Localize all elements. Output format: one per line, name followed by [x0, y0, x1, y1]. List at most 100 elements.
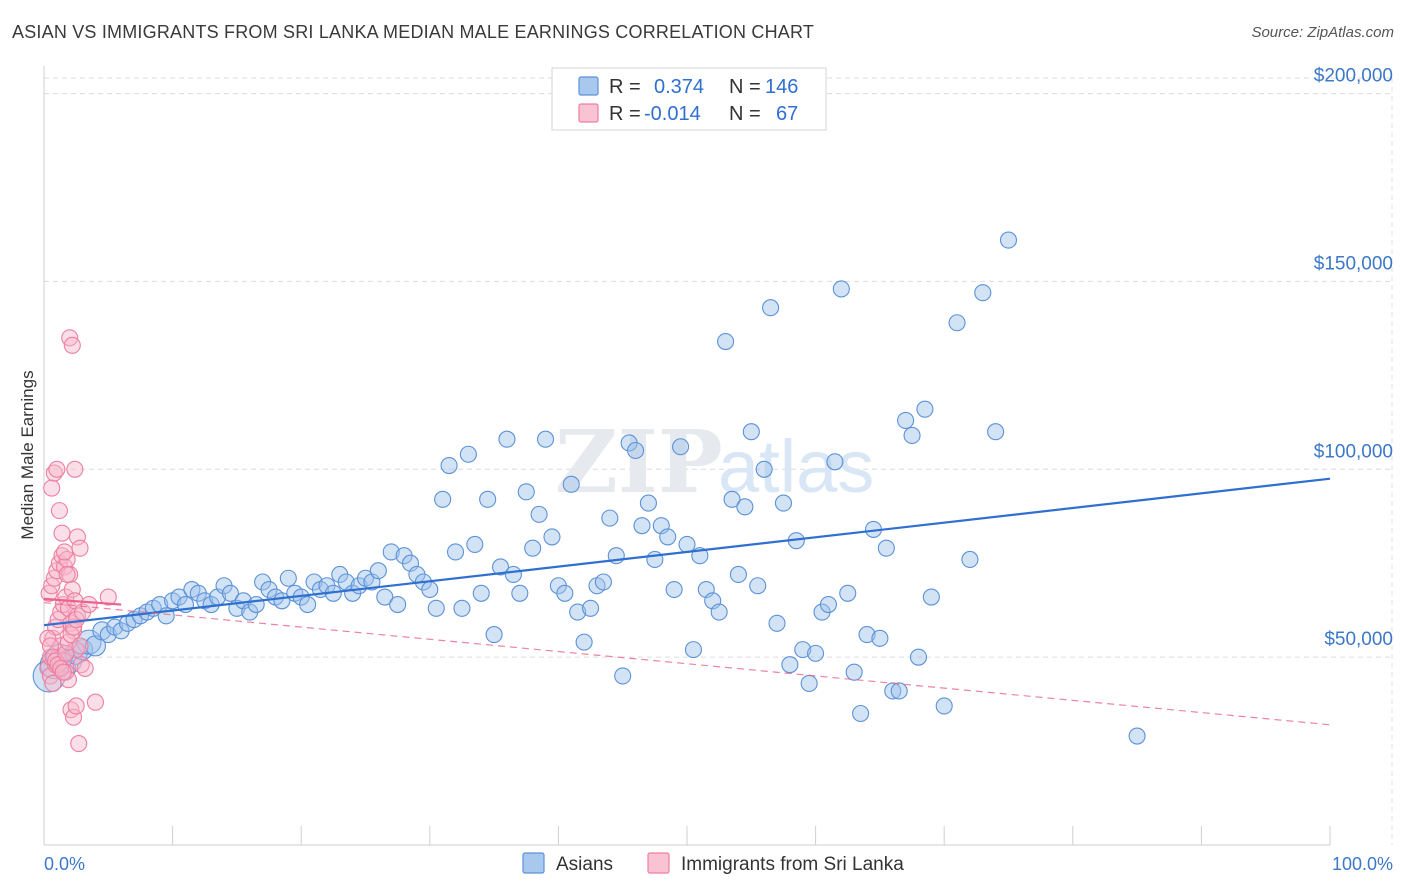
series-asians: [32, 231, 1146, 745]
data-point: [832, 280, 850, 298]
data-point: [53, 524, 71, 542]
data-point: [63, 580, 81, 599]
data-point: [794, 641, 812, 659]
data-point: [742, 423, 760, 441]
data-point: [729, 565, 747, 584]
data-point: [665, 580, 683, 599]
data-point: [63, 336, 81, 354]
data-point: [736, 498, 754, 516]
data-point: [909, 648, 928, 666]
chart-title: ASIAN VS IMMIGRANTS FROM SRI LANKA MEDIA…: [12, 22, 815, 42]
data-point: [80, 595, 98, 614]
legend-swatch-asians: [522, 852, 545, 874]
data-point: [491, 558, 510, 576]
data-point: [524, 539, 542, 557]
data-point: [581, 599, 600, 617]
data-point: [99, 588, 117, 606]
stats-legend: R = 0.374 N = 146 R = -0.014 N = 67: [551, 67, 827, 131]
data-point: [768, 614, 786, 632]
data-point: [65, 708, 83, 726]
data-point: [961, 550, 979, 569]
data-point: [57, 644, 75, 662]
stats-n-value-1: 146: [765, 76, 798, 98]
data-point: [672, 438, 690, 456]
data-point: [569, 603, 587, 621]
data-point: [774, 494, 793, 512]
data-point: [633, 517, 651, 535]
grid: [44, 77, 1394, 845]
axes: [43, 66, 1331, 846]
data-point: [646, 550, 664, 569]
data-point: [807, 644, 825, 662]
data-point: [466, 535, 484, 553]
data-point: [575, 633, 593, 651]
data-point: [717, 332, 735, 351]
data-point: [858, 626, 876, 644]
watermark: ZIP atlas: [555, 412, 874, 513]
data-point: [749, 577, 767, 595]
stats-swatch-asians: [578, 76, 599, 96]
data-point: [427, 599, 445, 617]
stats-swatch-sri-lanka: [578, 103, 599, 123]
data-point: [56, 543, 74, 561]
data-point: [70, 735, 88, 753]
data-point: [54, 663, 72, 681]
legend-label-asians: Asians: [556, 854, 613, 875]
data-point: [517, 483, 535, 501]
data-point: [659, 528, 677, 546]
data-point: [48, 460, 66, 478]
y-tick-labels: $50,000 $100,000 $150,000 $200,000: [1314, 66, 1393, 651]
data-point: [684, 641, 702, 659]
stats-n-label-1: N =: [729, 76, 761, 98]
data-point: [948, 314, 966, 332]
data-point: [389, 595, 407, 614]
data-point: [66, 460, 84, 478]
data-point: [601, 509, 619, 527]
y-tick-label: $200,000: [1314, 66, 1393, 87]
data-point: [498, 430, 516, 448]
data-point: [755, 460, 773, 478]
data-point: [819, 595, 838, 614]
data-point: [71, 539, 89, 557]
data-point: [86, 693, 104, 711]
data-point: [543, 528, 561, 546]
data-point: [871, 629, 889, 647]
data-point: [536, 430, 555, 448]
data-point: [627, 441, 645, 460]
data-point: [459, 445, 477, 463]
data-point: [479, 490, 497, 508]
trend-lines: [43, 477, 1331, 726]
trend-line: [43, 477, 1331, 627]
data-point: [710, 603, 728, 621]
legend-label-sri-lanka: Immigrants from Sri Lanka: [681, 854, 904, 875]
source-label: Source: ZipAtlas.com: [1251, 24, 1394, 41]
data-point: [556, 584, 574, 602]
data-point: [43, 479, 61, 497]
data-point: [453, 599, 471, 617]
data-point: [999, 231, 1018, 249]
watermark-zip: ZIP: [555, 412, 723, 513]
data-point: [890, 682, 908, 700]
data-point: [877, 539, 895, 557]
trend-line-dashed: [43, 602, 1331, 726]
data-point: [639, 494, 657, 512]
data-point: [369, 562, 387, 580]
data-point: [839, 584, 857, 602]
legend-swatch-sri-lanka: [647, 852, 670, 874]
data-point: [762, 299, 780, 317]
stats-n-label-2: N =: [729, 103, 761, 125]
data-point: [58, 565, 76, 584]
data-point: [504, 565, 522, 584]
y-axis-label: Median Male Earnings: [18, 370, 37, 539]
data-point: [511, 584, 529, 602]
data-point: [382, 543, 400, 561]
stats-n-value-2: 67: [776, 103, 798, 125]
data-point: [530, 505, 548, 523]
data-point: [421, 580, 439, 599]
data-point: [221, 584, 240, 602]
x-tick-right: 100.0%: [1332, 854, 1393, 874]
data-point: [76, 659, 94, 677]
bottom-legend: Asians Immigrants from Sri Lanka: [522, 852, 904, 875]
data-point: [678, 535, 696, 553]
